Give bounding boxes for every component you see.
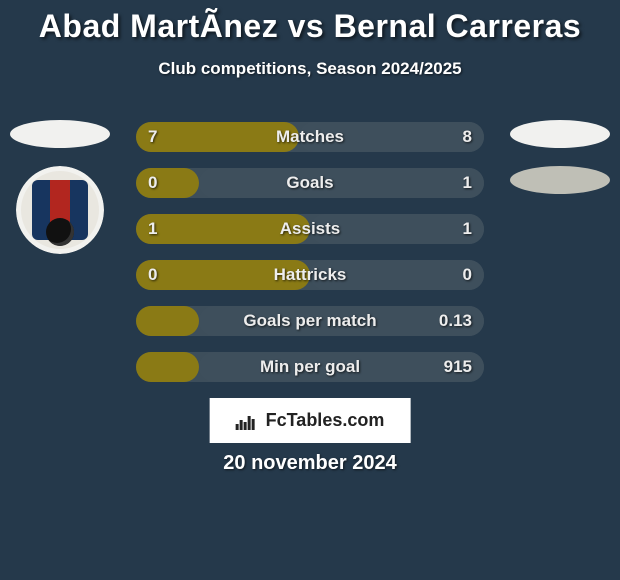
stat-label: Matches <box>276 127 344 147</box>
football-icon <box>46 218 74 246</box>
stat-value-right: 8 <box>463 127 472 147</box>
stat-row: 7 8 Matches <box>136 122 484 152</box>
stat-value-left: 1 <box>148 219 157 239</box>
stat-value-right: 0.13 <box>439 311 472 331</box>
bar-fill-left <box>136 306 199 336</box>
stat-value-left: 0 <box>148 265 157 285</box>
player-left-side <box>10 120 110 254</box>
stat-row: 0.13 Goals per match <box>136 306 484 336</box>
page-title: Abad MartÃ­nez vs Bernal Carreras <box>0 0 620 45</box>
stat-row: 0 1 Goals <box>136 168 484 198</box>
bar-fill-right <box>199 168 484 198</box>
right-ellipse-icon <box>510 166 610 194</box>
stat-label: Min per goal <box>260 357 360 377</box>
date-text: 20 november 2024 <box>0 452 620 475</box>
comparison-infographic: Abad MartÃ­nez vs Bernal Carreras Club c… <box>0 0 620 580</box>
bar-spark-icon <box>236 412 258 430</box>
stat-label: Goals <box>286 173 333 193</box>
stat-value-right: 0 <box>463 265 472 285</box>
stat-label: Hattricks <box>274 265 347 285</box>
club-badge-left <box>16 166 104 254</box>
stat-label: Goals per match <box>243 311 376 331</box>
stat-label: Assists <box>280 219 340 239</box>
brand-text: FcTables.com <box>266 410 385 431</box>
left-ellipse-icon <box>10 120 110 148</box>
player-right-side <box>510 120 610 212</box>
stat-row: 915 Min per goal <box>136 352 484 382</box>
bar-fill-left <box>136 122 299 152</box>
subtitle: Club competitions, Season 2024/2025 <box>0 59 620 79</box>
stat-value-right: 915 <box>444 357 472 377</box>
comparison-bars: 7 8 Matches 0 1 Goals 1 1 Assists 0 0 Hattricks 0.13… <box>136 122 484 398</box>
stat-value-right: 1 <box>463 219 472 239</box>
stat-row: 0 0 Hattricks <box>136 260 484 290</box>
right-ellipse-icon <box>510 120 610 148</box>
stat-value-left: 7 <box>148 127 157 147</box>
stat-value-right: 1 <box>463 173 472 193</box>
stat-row: 1 1 Assists <box>136 214 484 244</box>
stat-value-left: 0 <box>148 173 157 193</box>
bar-fill-left <box>136 168 199 198</box>
brand-badge: FcTables.com <box>210 398 411 443</box>
bar-fill-left <box>136 352 199 382</box>
